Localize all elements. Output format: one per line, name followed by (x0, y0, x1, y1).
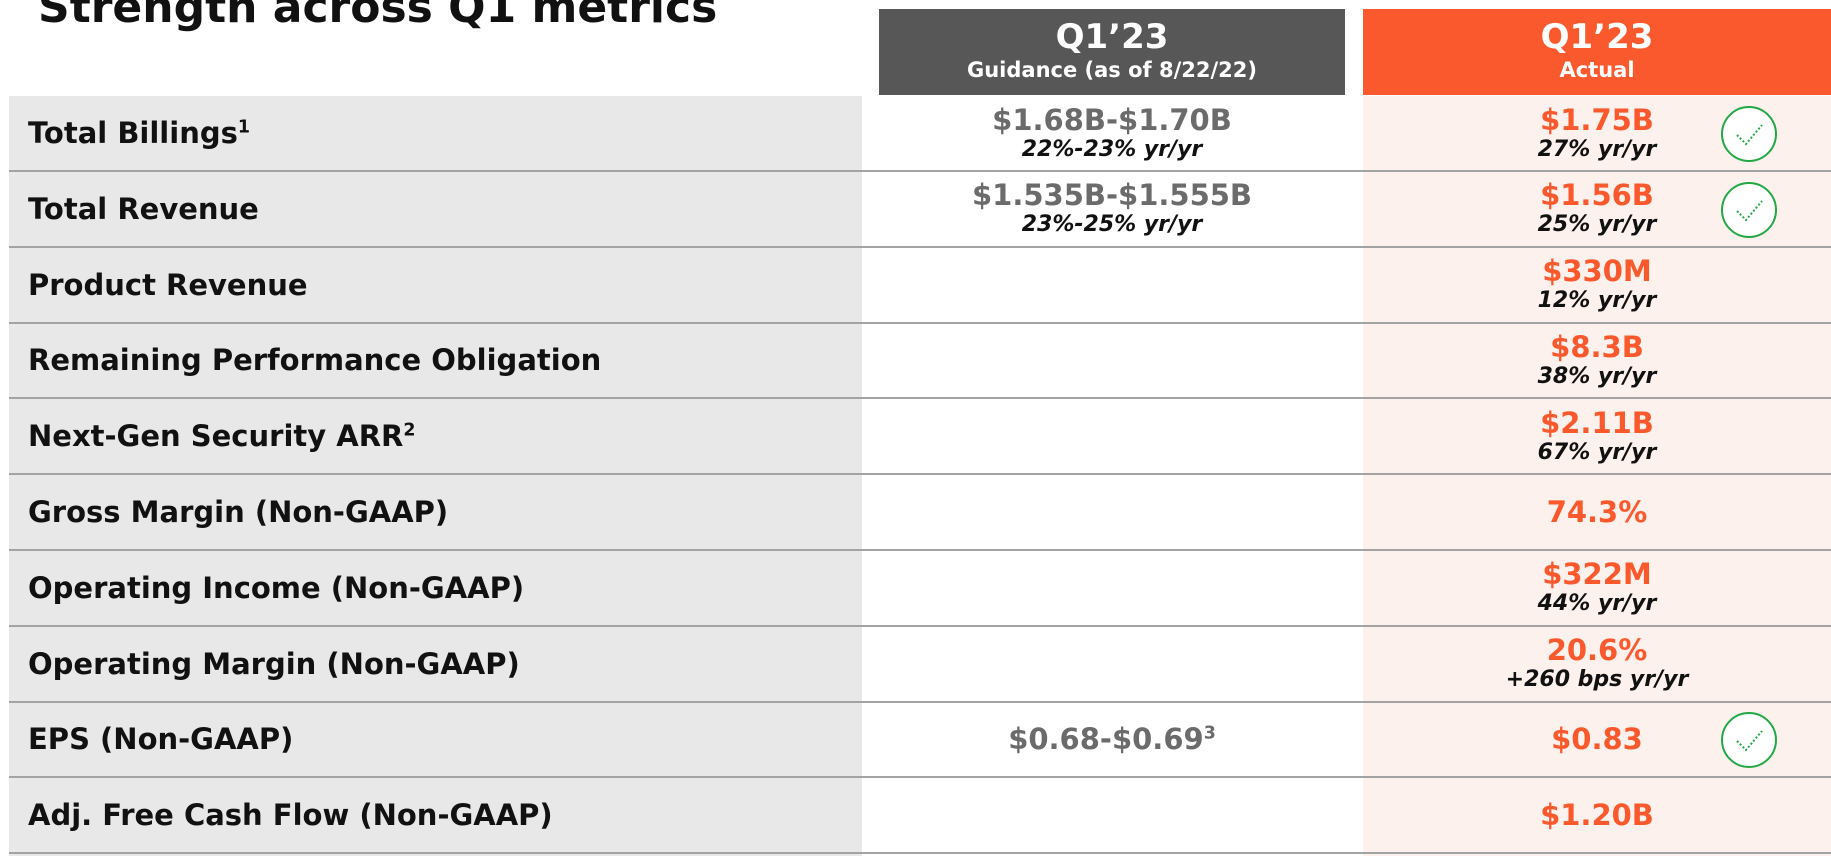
value-text: $322M (1542, 557, 1652, 592)
label-text: Operating Income (Non-GAAP) (28, 570, 525, 605)
value-text: $330M (1542, 254, 1652, 289)
metric-value: $1.56B (1363, 179, 1831, 212)
guidance-header: Q1’23 Guidance (as of 8/22/22) (879, 9, 1345, 95)
check-icon (1721, 712, 1777, 768)
row-label: Product Revenue (28, 248, 308, 322)
metric-value: $8.3B (1363, 329, 1831, 364)
footnote-mark: 2 (403, 420, 416, 441)
actual-cell: $8.3B 38% yr/yr (1363, 323, 1831, 397)
table-row: Operating Income (Non-GAAP) $322M 44% yr/y… (9, 551, 1831, 627)
actual-cell: 74.3% (1363, 475, 1831, 549)
growth: 23%-25% yr/yr (1021, 212, 1203, 238)
label-text: Remaining Performance Obligation (28, 343, 602, 378)
row-label: Total Billings1 (28, 96, 250, 170)
growth: 67% yr/yr (1537, 439, 1657, 465)
metric-value: $2.11B (1363, 405, 1831, 440)
slide: Strength across Q1 metrics Q1’23 Guidanc… (9, 0, 1831, 856)
header-subtitle: Guidance (as of 8/22/22) (967, 58, 1257, 82)
growth: +260 bps yr/yr (1505, 667, 1689, 693)
row-label: Adj. Free Cash Flow (Non-GAAP) (28, 778, 553, 852)
table-row: Gross Margin (Non-GAAP) 74.3% (9, 475, 1831, 551)
check-icon (1721, 106, 1777, 162)
growth: 22%-23% yr/yr (1021, 136, 1203, 162)
header-title: Q1’23 (1540, 17, 1654, 57)
guidance-cell: $1.68B-$1.70B 22%-23% yr/yr (879, 96, 1345, 170)
value-text: $2.11B (1540, 405, 1654, 440)
metric-value: $330M (1363, 255, 1831, 288)
actual-cell: $322M 44% yr/yr (1363, 551, 1831, 625)
label-text: Next-Gen Security ARR (28, 419, 404, 454)
metric-value: $0.68-$0.693 (879, 721, 1345, 756)
table-row: Operating Margin (Non-GAAP) 20.6% +260 bps… (9, 627, 1831, 703)
value-text: 20.6% (1546, 633, 1648, 668)
row-label: Operating Margin (Non-GAAP) (28, 627, 520, 701)
row-label: Remaining Performance Obligation (28, 323, 601, 397)
growth: 38% yr/yr (1537, 363, 1657, 389)
label-text: Total Revenue (28, 191, 259, 226)
value-text: $1.56B (1540, 178, 1654, 213)
table-row: Remaining Performance Obligation $8.3B 38%… (9, 323, 1831, 400)
metric-value: $322M (1363, 558, 1831, 591)
actual-cell: $1.75B 27% yr/yr (1363, 96, 1831, 170)
table-row: Total Revenue $1.535B-$1.555B 23%-25% yr/y… (9, 172, 1831, 248)
actual-cell: $0.83 (1363, 702, 1831, 776)
growth: 25% yr/yr (1537, 212, 1657, 238)
actual-header: Q1’23 Actual (1363, 9, 1831, 95)
table-row: Adj. Free Cash Flow (Non-GAAP) $1.20B (9, 778, 1831, 855)
metric-value: 20.6% (1363, 634, 1831, 667)
metric-value: $0.83 (1363, 721, 1831, 756)
footnote-mark: 1 (237, 117, 250, 138)
actual-cell: $330M 12% yr/yr (1363, 248, 1831, 322)
row-label: Gross Margin (Non-GAAP) (28, 475, 448, 549)
actual-cell: $1.56B 25% yr/yr (1363, 172, 1831, 246)
footnote-mark: 3 (1203, 723, 1216, 744)
label-text: Total Billings (28, 116, 238, 150)
label-text: Product Revenue (28, 267, 308, 302)
metric-value: 74.3% (1363, 494, 1831, 529)
title: Strength across Q1 metrics (38, 0, 718, 33)
value-text: $1.20B (1540, 797, 1654, 832)
label-text: EPS (Non-GAAP) (28, 722, 294, 757)
table-row: Product Revenue $330M 12% yr/yr (9, 248, 1831, 324)
header-subtitle: Actual (1559, 58, 1635, 82)
value-text: $1.535B-$1.555B (971, 178, 1253, 213)
metric-value: $1.535B-$1.555B (879, 179, 1345, 212)
table-row: EPS (Non-GAAP) $0.68-$0.693 $0.83 (9, 702, 1831, 779)
metric-value: $1.68B-$1.70B (879, 102, 1345, 137)
value-text: $0.68-$0.69 (1008, 721, 1204, 756)
label-text: Operating Margin (Non-GAAP) (28, 646, 520, 681)
label-text: Adj. Free Cash Flow (Non-GAAP) (28, 798, 553, 833)
metric-value: $1.20B (1363, 797, 1831, 832)
table-row: Total Billings1 $1.68B-$1.70B 22%-23% yr/y… (9, 96, 1831, 172)
growth: 44% yr/yr (1537, 591, 1657, 617)
row-label: Total Revenue (28, 172, 259, 246)
actual-cell: 20.6% +260 bps yr/yr (1363, 627, 1831, 701)
row-label: Operating Income (Non-GAAP) (28, 551, 524, 625)
table-row: Next-Gen Security ARR2 $2.11B 67% yr/yr (9, 399, 1831, 476)
check-icon (1721, 182, 1777, 238)
value-text: 74.3% (1546, 494, 1648, 529)
actual-cell: $1.20B (1363, 778, 1831, 852)
value-text: $8.3B (1550, 329, 1644, 364)
metric-value: $1.75B (1363, 102, 1831, 137)
value-text: $1.68B-$1.70B (992, 102, 1232, 137)
actual-cell: $2.11B 67% yr/yr (1363, 399, 1831, 473)
label-text: Gross Margin (Non-GAAP) (28, 495, 449, 529)
label-column-bg (9, 96, 862, 856)
growth: 27% yr/yr (1537, 136, 1657, 162)
value-text: $1.75B (1540, 102, 1654, 137)
guidance-cell: $0.68-$0.693 (879, 702, 1345, 776)
growth: 12% yr/yr (1537, 288, 1657, 314)
row-label: Next-Gen Security ARR2 (28, 399, 415, 473)
guidance-cell: $1.535B-$1.555B 23%-25% yr/yr (879, 172, 1345, 246)
value-text: $0.83 (1551, 721, 1643, 756)
row-label: EPS (Non-GAAP) (28, 702, 293, 776)
header-title: Q1’23 (1055, 17, 1169, 57)
